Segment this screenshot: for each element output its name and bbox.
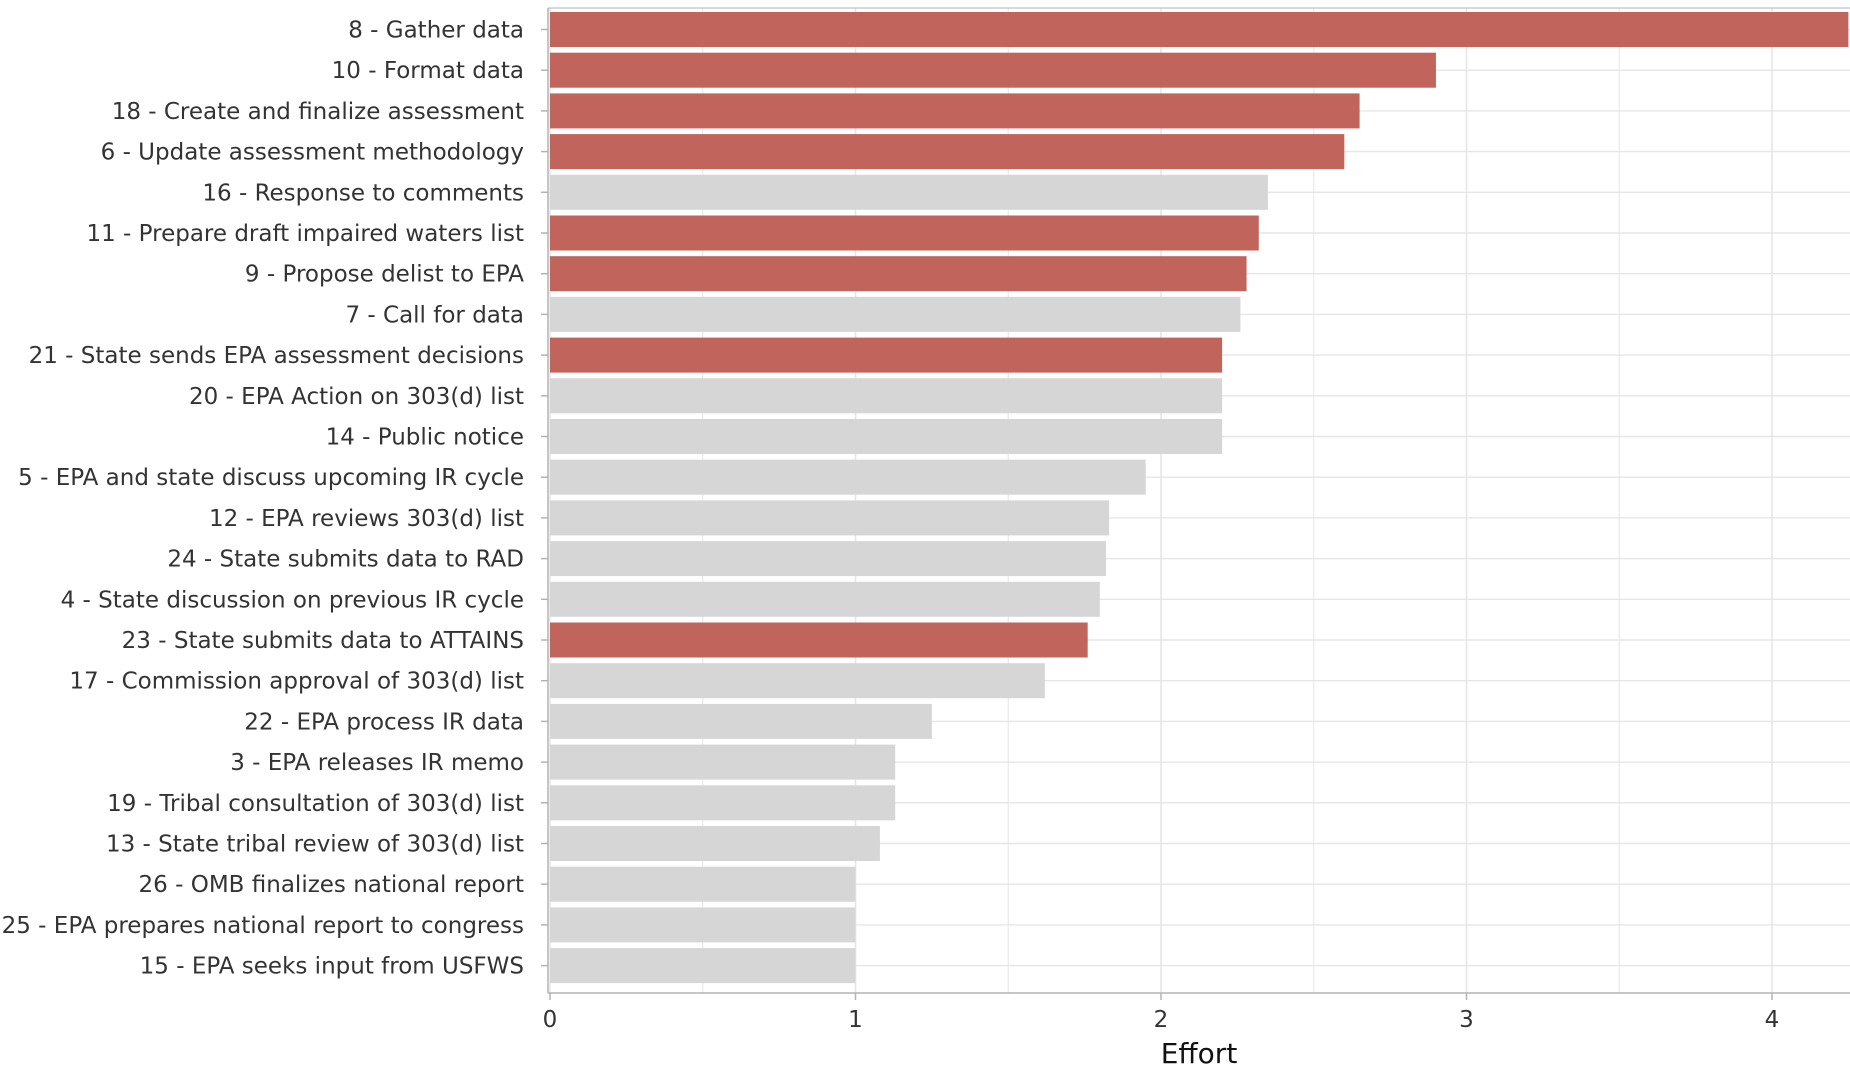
category-label: 26 - OMB finalizes national report (139, 872, 524, 898)
category-labels: 8 - Gather data 10 - Format data 18 - Crea… (2, 18, 525, 980)
x-tick-label: 4 (1765, 1007, 1780, 1033)
category-label: 23 - State submits data to ATTAINS (122, 628, 524, 654)
bar (550, 581, 1100, 617)
bar (550, 622, 1088, 658)
axes (541, 7, 1850, 1000)
category-label: 10 - Format data (332, 58, 524, 84)
bar (550, 866, 856, 902)
x-tick-label: 3 (1459, 1007, 1474, 1033)
category-label: 24 - State submits data to RAD (167, 547, 524, 573)
bar (550, 215, 1259, 251)
bar (550, 663, 1045, 699)
bar (550, 948, 856, 984)
x-tick-label: 2 (1154, 1007, 1169, 1033)
bar (550, 419, 1223, 454)
category-label: 25 - EPA prepares national report to con… (2, 913, 524, 939)
x-axis-title: Effort (1161, 1037, 1238, 1068)
category-label: 14 - Public notice (326, 425, 524, 451)
category-label: 21 - State sends EPA assessment decision… (29, 343, 524, 369)
bar (550, 541, 1107, 577)
bar (550, 378, 1223, 414)
category-label: 6 - Update assessment methodology (101, 140, 524, 166)
category-label: 4 - State discussion on previous IR cycl… (61, 587, 524, 613)
bar (550, 337, 1223, 373)
category-label: 13 - State tribal review of 303(d) list (106, 832, 524, 858)
bar (550, 907, 856, 943)
category-label: 16 - Response to comments (202, 180, 524, 206)
category-label: 5 - EPA and state discuss upcoming IR cy… (18, 465, 524, 491)
category-label: 12 - EPA reviews 303(d) list (209, 506, 524, 532)
bar (550, 500, 1110, 536)
category-label: 19 - Tribal consultation of 303(d) list (107, 791, 524, 817)
bar (550, 296, 1241, 332)
category-label: 20 - EPA Action on 303(d) list (189, 384, 524, 410)
x-tick-label: 1 (848, 1007, 863, 1033)
bar (550, 174, 1268, 210)
bar (550, 744, 896, 780)
category-label: 8 - Gather data (348, 18, 524, 44)
x-tick-labels: 0 1 2 3 4 (543, 1007, 1780, 1033)
category-label: 9 - Propose delist to EPA (245, 262, 524, 288)
bar (550, 459, 1146, 495)
bar (550, 826, 880, 861)
bar (550, 52, 1436, 88)
bar (550, 12, 1849, 47)
bar (550, 703, 932, 739)
x-tick-label: 0 (543, 1007, 558, 1033)
category-label: 18 - Create and finalize assessment (112, 99, 524, 125)
category-label: 3 - EPA releases IR memo (230, 750, 524, 776)
category-label: 15 - EPA seeks input from USFWS (140, 954, 524, 980)
category-label: 22 - EPA process IR data (244, 709, 524, 735)
category-label: 7 - Call for data (345, 302, 524, 328)
bars (550, 12, 1849, 984)
bar (550, 134, 1345, 170)
category-label: 11 - Prepare draft impaired waters list (86, 221, 524, 247)
bar (550, 785, 896, 821)
bar (550, 256, 1247, 292)
category-label: 17 - Commission approval of 303(d) list (69, 669, 524, 695)
bar (550, 93, 1360, 129)
